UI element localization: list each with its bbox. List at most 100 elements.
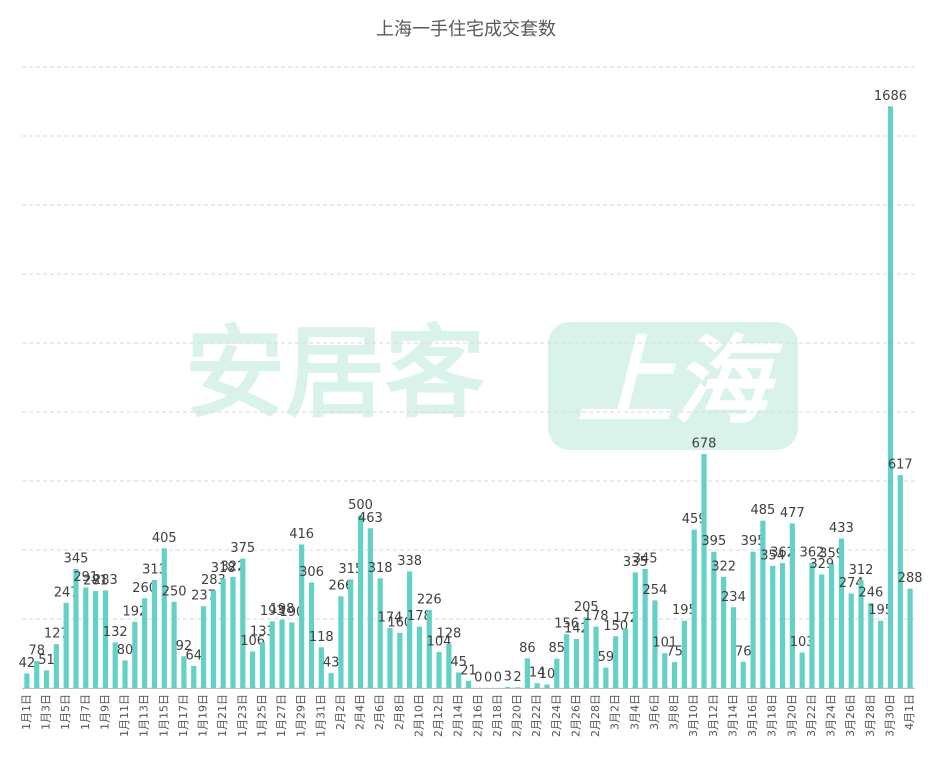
bar — [230, 576, 236, 688]
data-label: 14 — [529, 666, 546, 681]
data-label: 477 — [780, 506, 805, 521]
bar — [34, 661, 40, 688]
bar — [593, 626, 599, 688]
bar — [603, 667, 609, 688]
data-label: 678 — [692, 437, 717, 452]
data-label: 1686 — [874, 89, 907, 104]
data-label: 103 — [790, 635, 815, 650]
bar — [407, 571, 413, 688]
bar — [112, 642, 118, 688]
data-label: 0 — [484, 671, 492, 686]
bar — [809, 563, 815, 688]
data-label: 459 — [682, 512, 707, 527]
x-tick-label: 3月2日 — [609, 694, 622, 730]
bar — [328, 673, 334, 688]
bar — [789, 523, 795, 688]
x-tick-label: 3月14日 — [726, 694, 739, 737]
data-label: 133 — [250, 625, 275, 640]
data-label: 274 — [839, 576, 864, 591]
data-label: 132 — [103, 625, 128, 640]
bar — [554, 658, 560, 688]
bar — [220, 578, 226, 688]
x-tick-label: 1月21日 — [216, 694, 229, 737]
data-label: 345 — [64, 551, 89, 566]
bar — [102, 590, 109, 688]
x-tick-label: 1月5日 — [59, 694, 72, 730]
chart-title: 上海一手住宅成交套数 — [376, 19, 556, 40]
data-label: 0 — [494, 671, 502, 686]
x-tick-label: 2月24日 — [550, 694, 563, 737]
data-label: 266 — [329, 579, 354, 594]
bar — [348, 579, 354, 688]
x-tick-label: 1月23日 — [236, 694, 249, 737]
bar — [308, 582, 315, 688]
bar — [524, 658, 530, 688]
data-label: 463 — [358, 511, 383, 526]
x-tick-label: 1月9日 — [98, 694, 111, 730]
data-label: 118 — [309, 630, 334, 645]
x-tick-label: 3月16日 — [746, 694, 759, 737]
data-label: 416 — [289, 527, 314, 542]
data-label: 375 — [230, 541, 255, 556]
bar — [730, 607, 737, 688]
bar — [622, 628, 629, 688]
bar — [43, 670, 50, 688]
x-tick-label: 2月4日 — [354, 694, 367, 730]
bar — [848, 593, 854, 688]
bar — [897, 475, 903, 688]
bar — [122, 660, 128, 688]
data-label: 80 — [117, 643, 134, 658]
bar — [750, 551, 756, 688]
bar — [868, 603, 874, 688]
bar — [161, 548, 167, 688]
bar — [671, 662, 678, 688]
x-tick-label: 1月25日 — [255, 694, 268, 737]
bar — [436, 652, 442, 688]
x-tick-label: 2月26日 — [569, 694, 582, 737]
watermark-brand: 安居客 — [185, 314, 485, 431]
data-label: 288 — [898, 571, 923, 586]
x-tick-label: 1月7日 — [79, 694, 92, 730]
data-label: 322 — [221, 559, 246, 574]
data-label: 76 — [735, 644, 752, 659]
data-label: 156 — [554, 617, 579, 632]
bar — [819, 574, 825, 688]
x-tick-label: 2月6日 — [373, 694, 386, 730]
data-label: 150 — [603, 619, 628, 634]
data-label: 291 — [73, 570, 98, 585]
data-label: 246 — [858, 586, 883, 601]
data-label: 226 — [417, 593, 442, 608]
x-tick-label: 3月26日 — [844, 694, 857, 737]
data-label: 237 — [191, 589, 216, 604]
x-tick-label: 1月15日 — [157, 694, 170, 737]
data-label: 59 — [598, 650, 615, 665]
bar — [171, 601, 177, 688]
bar — [279, 619, 285, 688]
data-label: 190 — [279, 605, 304, 620]
bar — [357, 515, 364, 688]
bar — [83, 587, 89, 688]
bar — [142, 598, 148, 688]
data-label: 0 — [474, 671, 482, 686]
bar — [878, 620, 884, 688]
bar — [465, 680, 472, 688]
bar — [642, 568, 648, 688]
bar — [299, 544, 305, 688]
bar — [652, 600, 658, 688]
data-label: 318 — [211, 561, 236, 576]
bar — [770, 565, 776, 688]
x-tick-label: 2月28日 — [589, 694, 602, 737]
data-label: 247 — [54, 585, 79, 600]
bar — [24, 673, 30, 688]
x-tick-label: 4月1日 — [903, 694, 916, 730]
bar — [740, 661, 746, 688]
bar — [838, 538, 845, 688]
x-tick-label: 2月2日 — [334, 694, 347, 730]
bar — [711, 551, 717, 688]
data-label: 51 — [38, 653, 55, 668]
bar — [514, 687, 521, 688]
bar — [53, 644, 59, 688]
bar — [92, 591, 99, 688]
bar — [887, 106, 894, 688]
data-label: 281 — [83, 574, 108, 589]
